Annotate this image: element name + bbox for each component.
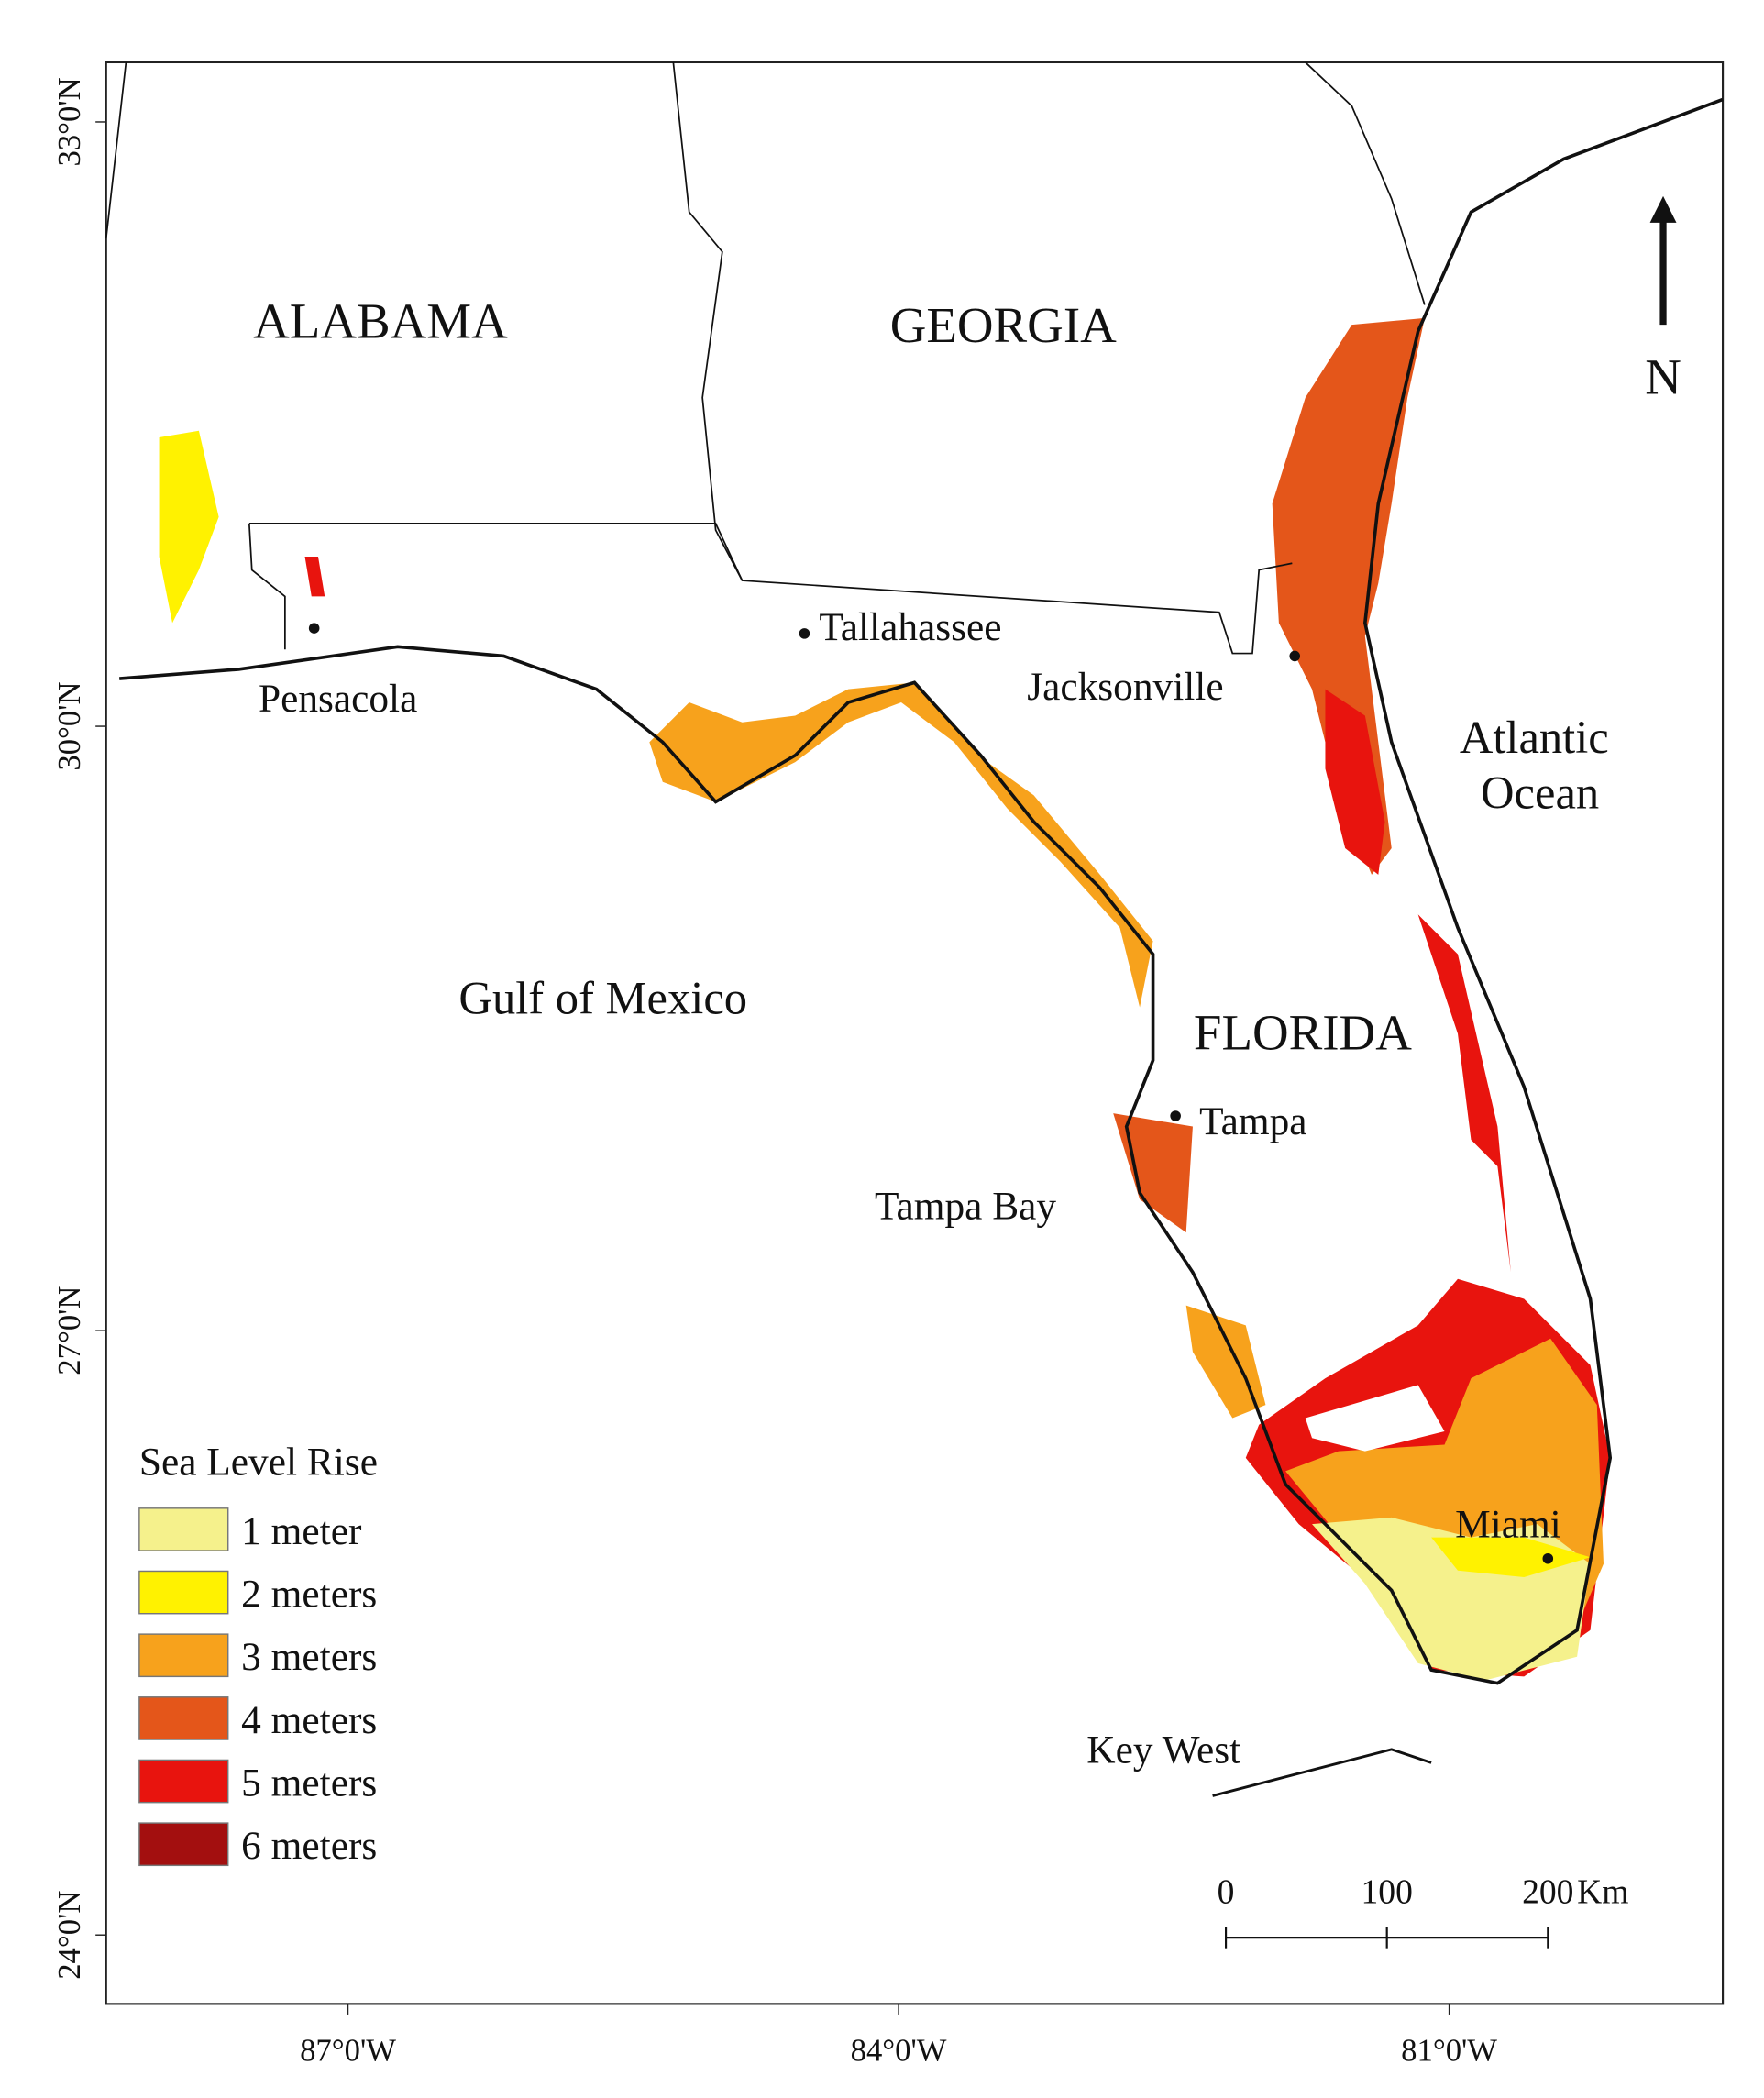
region-label: ALABAMA [253,293,508,349]
flood-zones [159,317,1611,1681]
legend-label: 6 meters [241,1824,377,1868]
water-label: Gulf of Mexico [458,973,747,1024]
city-label: Tampa Bay [875,1185,1056,1229]
city-dot [308,623,320,634]
lat-tick-label: 27°0'N [51,1286,87,1375]
legend-swatch [138,1759,229,1804]
water-label: Atlantic Ocean [1460,712,1621,819]
legend-swatch [138,1696,229,1740]
north-arrow [1649,195,1677,326]
city-dot [799,628,810,639]
lon-tick-label: 87°0'W [300,2033,396,2069]
map-frame [105,61,1725,2005]
legend-label: 3 meters [241,1635,377,1679]
legend-label: 1 meter [241,1509,362,1553]
scale-bar-unit: Km [1577,1874,1628,1912]
city-label: Tampa [1199,1099,1306,1143]
city-label: Jacksonville [1027,665,1223,709]
city-label: Miami [1455,1503,1561,1547]
legend-swatch [138,1633,229,1678]
lat-tick-label: 24°0'N [51,1891,87,1980]
legend-label: 5 meters [241,1761,377,1805]
city-dot [1542,1552,1554,1564]
city-dot [1289,650,1301,662]
region-label: FLORIDA [1194,1005,1412,1061]
legend-title: Sea Level Rise [139,1441,378,1485]
city-label: Key West [1086,1728,1240,1772]
lon-tick-label: 81°0'W [1401,2033,1497,2069]
region-label: GEORGIA [890,297,1117,353]
lon-tick-label: 84°0'W [851,2033,947,2069]
legend-swatch [138,1570,229,1615]
city-label: Pensacola [259,677,417,721]
legend-label: 2 meters [241,1572,377,1616]
city-label: Tallahassee [819,605,1001,649]
scale-bar-label: 100 [1362,1874,1413,1912]
lat-tick-label: 30°0'N [51,681,87,770]
lat-tick-label: 33°0'N [51,77,87,166]
legend-label: 4 meters [241,1698,377,1742]
scale-bar-label: 0 [1218,1874,1235,1912]
north-label: N [1645,348,1681,404]
scale-bar-label: 200 [1522,1874,1573,1912]
boundaries [105,61,1724,1797]
city-dot [1170,1110,1181,1121]
legend-swatch [138,1822,229,1867]
legend-swatch [138,1507,229,1551]
